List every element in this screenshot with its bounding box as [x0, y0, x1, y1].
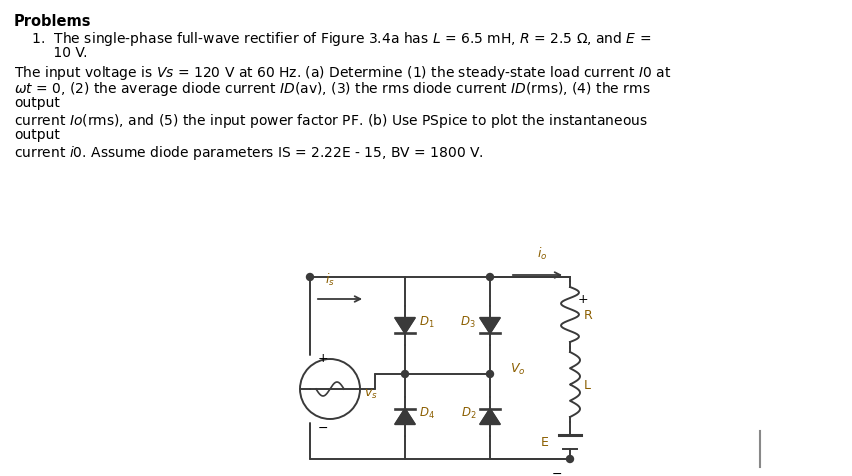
Text: $D_1$: $D_1$	[419, 314, 435, 329]
Text: output: output	[14, 96, 60, 110]
Circle shape	[307, 274, 314, 281]
Text: −: −	[318, 421, 329, 434]
Text: $ωt$ = 0, (2) the average diode current $ID$(av), (3) the rms diode current $ID$: $ωt$ = 0, (2) the average diode current …	[14, 80, 651, 98]
Text: −: −	[551, 467, 562, 476]
Text: $D_2$: $D_2$	[461, 405, 476, 420]
Text: current $i$0. Assume diode parameters IS = 2.22E - 15, BV = 1800 V.: current $i$0. Assume diode parameters IS…	[14, 144, 484, 162]
Text: Problems: Problems	[14, 14, 91, 29]
Text: +: +	[578, 293, 589, 306]
Text: 1.  The single-phase full-wave rectifier of Figure 3.4a has $L$ = 6.5 mH, $R$ = : 1. The single-phase full-wave rectifier …	[14, 30, 651, 48]
Text: The input voltage is $Vs$ = 120 V at 60 Hz. (a) Determine (1) the steady-state l: The input voltage is $Vs$ = 120 V at 60 …	[14, 64, 671, 82]
Text: $i_s$: $i_s$	[325, 271, 335, 288]
Circle shape	[567, 456, 573, 463]
Circle shape	[486, 274, 493, 281]
Text: R: R	[584, 308, 593, 321]
Circle shape	[401, 371, 408, 378]
Text: output: output	[14, 128, 60, 142]
Text: L: L	[584, 378, 591, 391]
Polygon shape	[480, 318, 500, 334]
Text: $D_3$: $D_3$	[460, 314, 476, 329]
Text: E: E	[541, 436, 549, 448]
Text: 10 V.: 10 V.	[14, 46, 88, 60]
Circle shape	[486, 371, 493, 378]
Polygon shape	[395, 409, 415, 424]
Text: $i_o$: $i_o$	[538, 246, 548, 261]
Text: current $Io$(rms), and (5) the input power factor PF. (b) Use PSpice to plot the: current $Io$(rms), and (5) the input pow…	[14, 112, 648, 130]
Polygon shape	[480, 409, 500, 424]
Text: $V_o$: $V_o$	[510, 361, 526, 376]
Text: +: +	[318, 351, 329, 364]
Text: $D_4$: $D_4$	[419, 405, 435, 420]
Text: $v_s$: $v_s$	[364, 387, 377, 400]
Polygon shape	[395, 318, 415, 334]
